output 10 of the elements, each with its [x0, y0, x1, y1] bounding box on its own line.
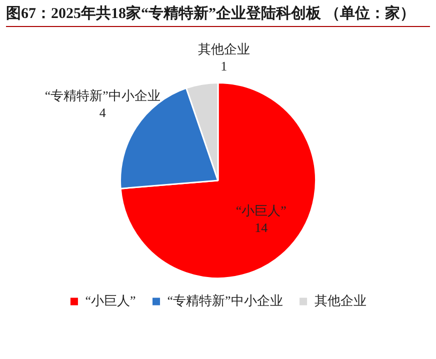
data-label: 4 — [99, 105, 106, 120]
legend-label: 其他企业 — [314, 292, 366, 308]
slice-label: “小巨人” — [236, 203, 287, 218]
slice-label: “专精特新”中小企业 — [44, 88, 160, 104]
data-label: 14 — [254, 220, 268, 236]
legend-label: “专精特新”中小企业 — [167, 292, 283, 308]
chart-title: 图67：2025年共18家“专精特新”企业登陆科创板 （单位：家） — [6, 4, 430, 27]
data-label: 1 — [220, 58, 228, 74]
legend-label: “小巨人” — [85, 292, 136, 308]
slice-label: 其他企业 — [198, 42, 250, 57]
